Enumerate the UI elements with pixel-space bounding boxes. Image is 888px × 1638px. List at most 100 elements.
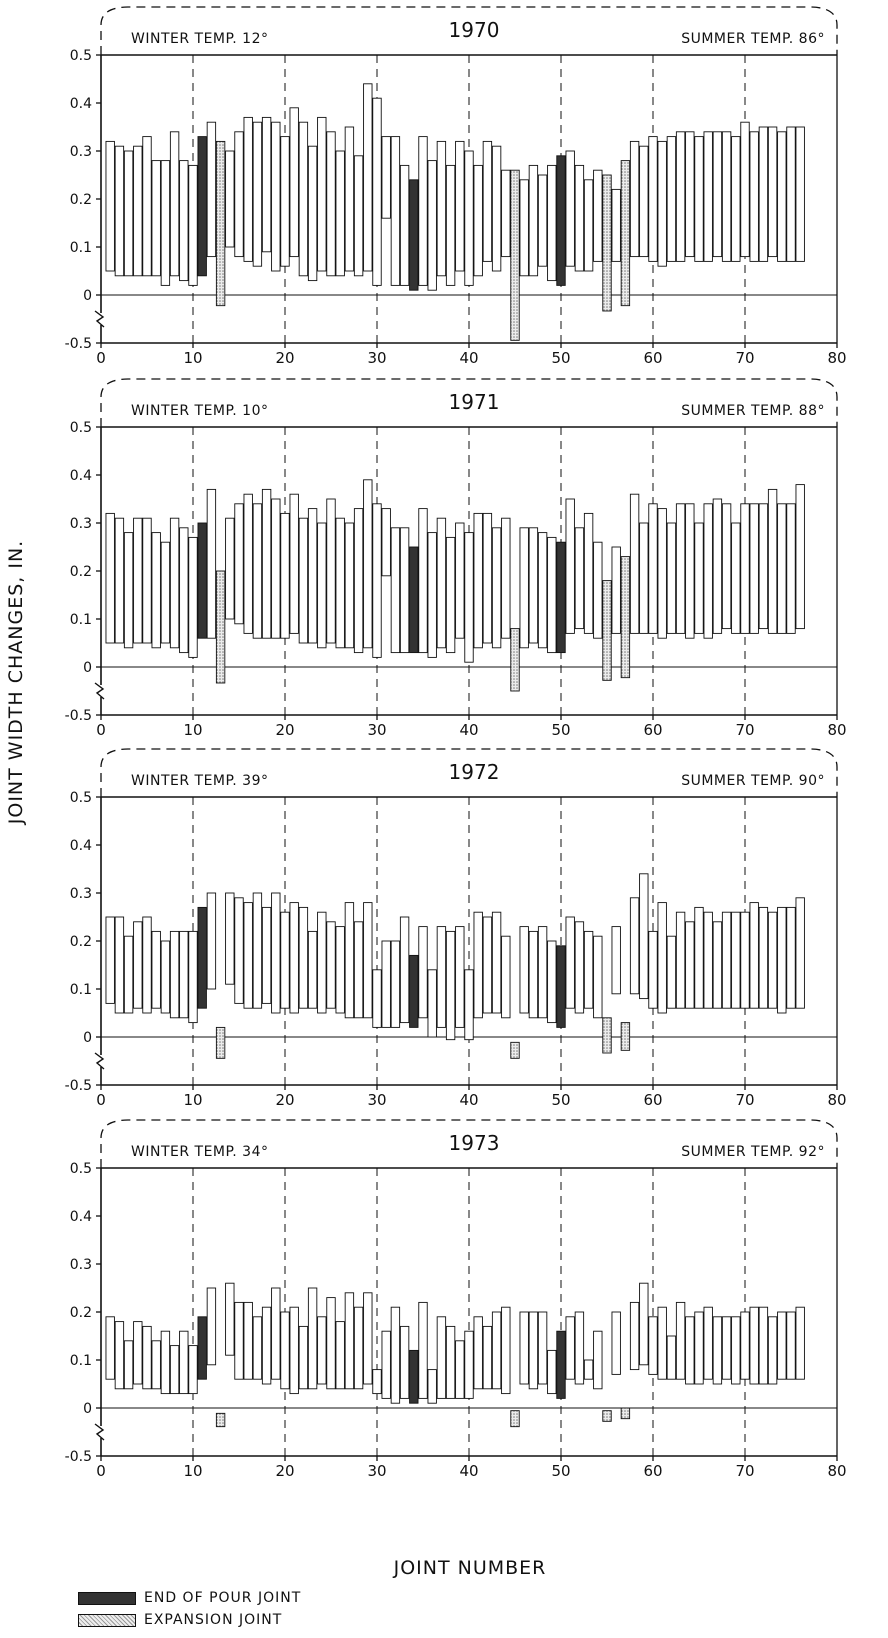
joint-bar	[418, 926, 428, 1019]
x-tick-label: 30	[367, 721, 386, 739]
joint-bar	[528, 527, 539, 644]
joint-bar	[740, 503, 750, 634]
joint-bar	[758, 126, 769, 262]
x-tick-label: 50	[551, 349, 570, 367]
joint-bar	[473, 164, 483, 277]
joint-bar	[767, 911, 778, 1009]
end-of-pour-bar	[197, 136, 207, 277]
joint-bar	[675, 911, 686, 1009]
joint-bar	[160, 940, 171, 1014]
joint-bar	[777, 131, 787, 262]
end-of-pour-bar	[197, 906, 207, 1009]
y-tick-label: 0.3	[70, 516, 92, 532]
joint-bar	[629, 1301, 640, 1371]
joint-bar	[390, 136, 401, 286]
x-tick-label: 80	[827, 721, 846, 739]
end-of-pour-bar	[409, 546, 419, 654]
joint-bar	[464, 532, 474, 663]
y-tick-label: 0.4	[70, 1209, 92, 1225]
joint-bar	[289, 107, 299, 258]
joint-bar	[399, 916, 410, 1024]
joint-bar	[344, 126, 355, 272]
joint-bar	[519, 179, 529, 277]
joint-bar	[657, 508, 667, 639]
joint-bar	[795, 897, 805, 1009]
joint-bar	[252, 1316, 263, 1380]
joint-bar	[712, 1316, 723, 1385]
joint-bar	[326, 921, 336, 1009]
x-axis-label: JOINT NUMBER	[393, 1557, 547, 1579]
joint-bar	[261, 1306, 272, 1385]
joint-bar	[767, 1316, 778, 1385]
expansion-joint-bar	[215, 140, 226, 307]
joint-bar	[261, 906, 272, 1004]
joint-bar	[381, 508, 391, 577]
joint-bar	[583, 512, 594, 634]
end-of-pour-bar	[409, 179, 419, 291]
joint-bar	[648, 503, 658, 634]
y-tick-label: -0.5	[65, 336, 92, 352]
x-tick-label: 40	[459, 1091, 478, 1109]
x-tick-label: 20	[275, 721, 294, 739]
joint-bar	[657, 1306, 667, 1380]
joint-bar	[390, 940, 401, 1028]
x-tick-label: 20	[275, 1091, 294, 1109]
x-tick-label: 40	[459, 349, 478, 367]
x-tick-label: 40	[459, 1462, 478, 1480]
joint-bar	[151, 1340, 161, 1390]
joint-bar	[537, 926, 548, 1019]
joint-bar	[418, 508, 428, 654]
joint-bar	[639, 145, 649, 258]
joint-bar	[666, 136, 677, 262]
joint-bar	[225, 892, 235, 985]
expansion-joint-bar	[510, 1410, 520, 1428]
joint-bar	[418, 136, 428, 286]
joint-bar	[363, 902, 373, 1019]
joint-bar	[123, 150, 134, 277]
joint-bar	[427, 160, 437, 291]
joint-bar	[289, 902, 299, 1014]
joint-bar	[583, 930, 594, 1009]
joint-bar	[749, 1306, 759, 1385]
joint-bar	[353, 508, 364, 654]
joint-bar	[133, 1321, 143, 1385]
end-of-pour-bar	[409, 1349, 419, 1404]
joint-bar	[758, 503, 769, 630]
joint-bar	[298, 1325, 309, 1390]
joint-bar	[243, 1301, 253, 1380]
joint-bar	[482, 1325, 493, 1390]
joint-bar	[731, 911, 741, 1009]
y-tick-label: -0.5	[65, 708, 92, 724]
joint-bar	[528, 930, 539, 1019]
x-tick-label: 70	[735, 721, 754, 739]
joint-bar	[666, 522, 677, 634]
joint-bar	[639, 873, 649, 1000]
joint-bar	[501, 517, 511, 639]
panel-frame	[100, 378, 838, 427]
joint-bar	[133, 517, 143, 644]
joint-bar	[353, 1306, 364, 1390]
axis-break-mark	[94, 310, 105, 328]
joint-bar	[114, 145, 125, 277]
joint-bar	[307, 145, 318, 282]
joint-bar	[574, 921, 585, 1014]
joint-bar	[353, 921, 364, 1019]
joint-bar	[639, 1282, 649, 1366]
joint-bar	[565, 150, 575, 267]
joint-bar	[390, 527, 401, 654]
joint-bar	[280, 1311, 290, 1390]
legend-item-end-of-pour: END OF POUR JOINT	[78, 1587, 301, 1609]
joint-bar	[399, 1325, 410, 1399]
joint-bar	[243, 493, 253, 634]
end-of-pour-bar	[409, 954, 419, 1028]
joint-bar	[593, 169, 603, 262]
joint-bar	[436, 517, 447, 649]
joint-bar	[142, 916, 152, 1014]
winter-temp-label: WINTER TEMP. 12°	[131, 31, 268, 47]
expansion-joint-bar	[215, 570, 226, 684]
joint-bar	[123, 935, 134, 1014]
joint-bar	[133, 145, 143, 277]
joint-bar	[795, 1306, 805, 1380]
joint-bar	[703, 131, 713, 262]
